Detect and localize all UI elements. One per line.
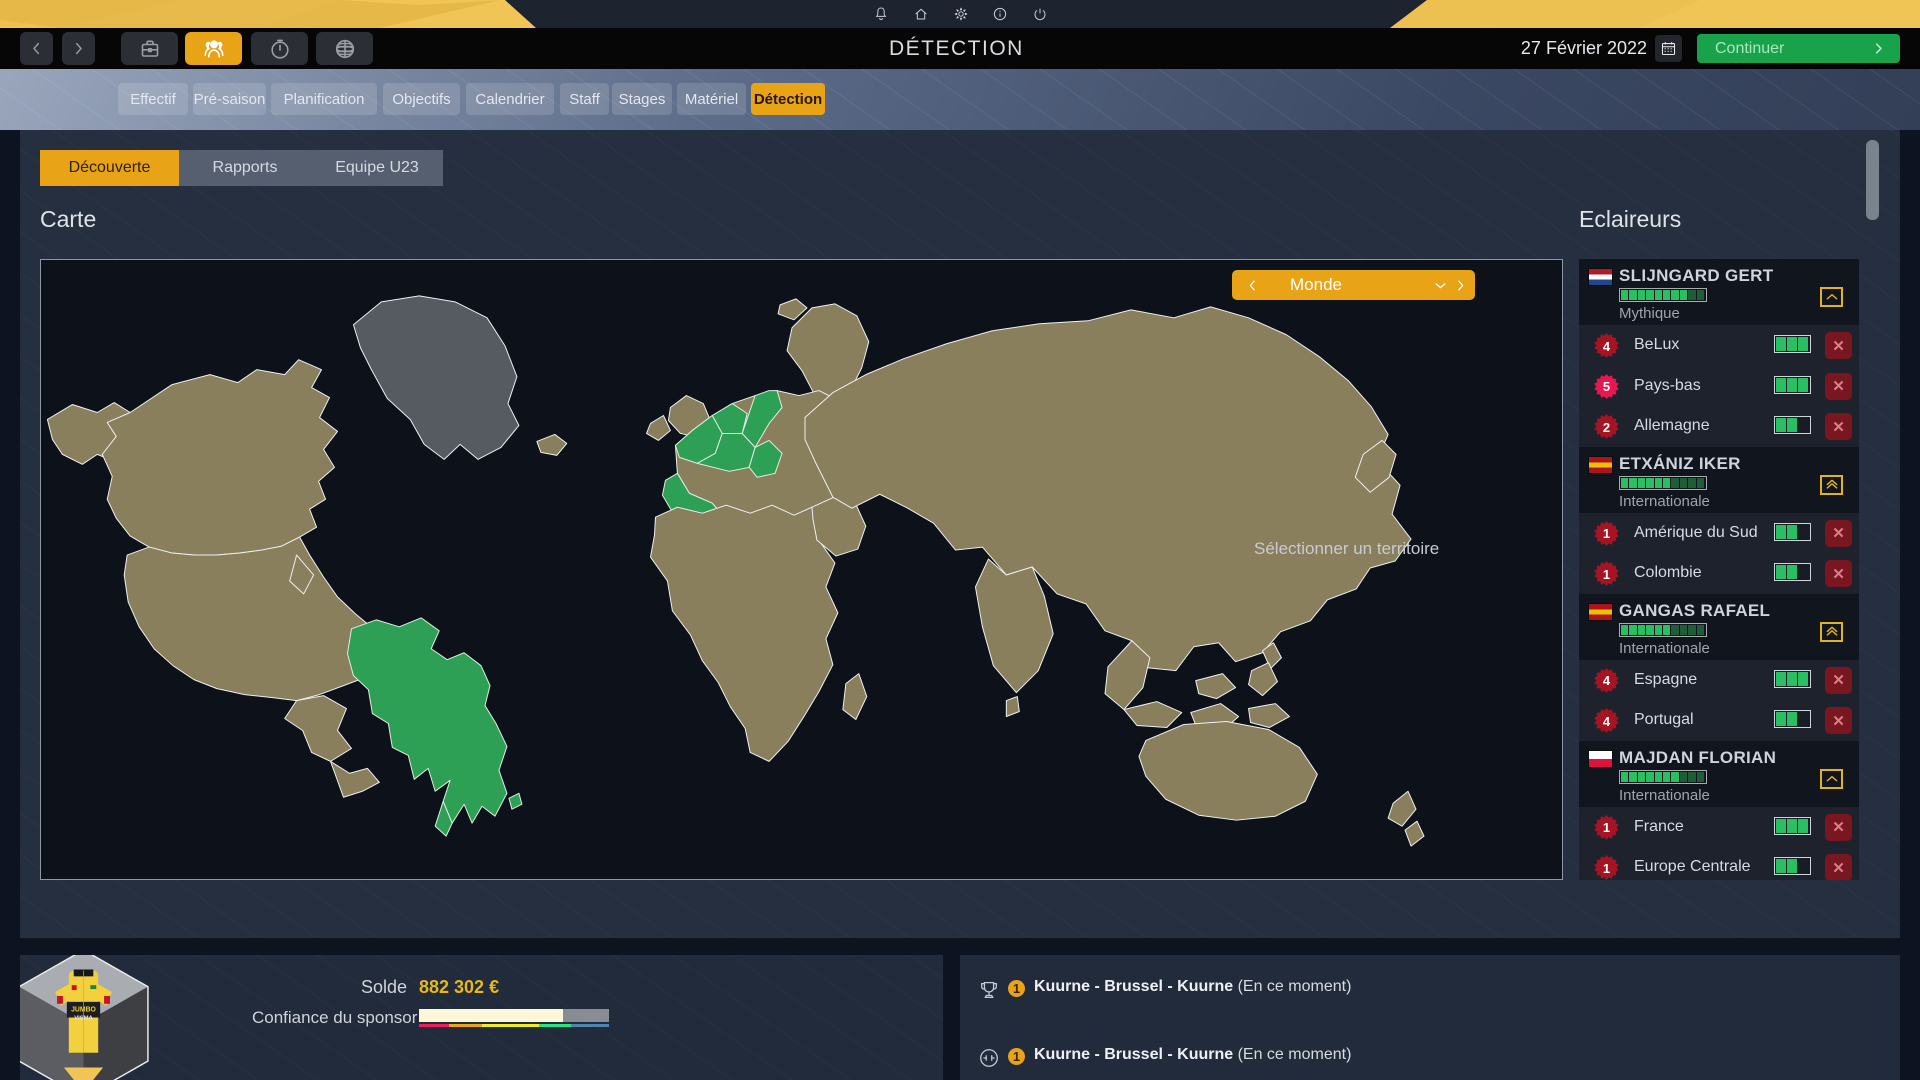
svg-text:VISMA: VISMA [74, 1015, 93, 1021]
